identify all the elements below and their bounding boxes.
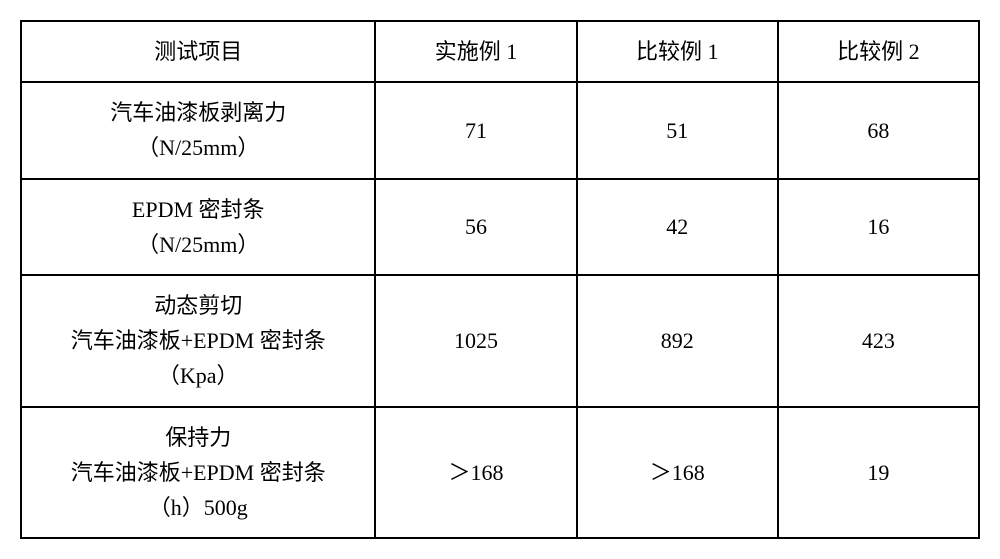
column-header-compare-1: 比较例 1 xyxy=(577,21,778,82)
row-value: 56 xyxy=(375,179,576,275)
table-row: EPDM 密封条 （N/25mm） 56 42 16 xyxy=(21,179,979,275)
row-value: ＞168 xyxy=(577,407,778,539)
table-row: 动态剪切 汽车油漆板+EPDM 密封条 （Kpa） 1025 892 423 xyxy=(21,275,979,407)
row-label: 保持力 汽车油漆板+EPDM 密封条 （h）500g xyxy=(21,407,375,539)
table-container: 测试项目 实施例 1 比较例 1 比较例 2 汽车油漆板剥离力 （N/25mm）… xyxy=(20,20,980,539)
row-value: 16 xyxy=(778,179,979,275)
table-row: 保持力 汽车油漆板+EPDM 密封条 （h）500g ＞168 ＞168 19 xyxy=(21,407,979,539)
row-value: 42 xyxy=(577,179,778,275)
row-label: 汽车油漆板剥离力 （N/25mm） xyxy=(21,82,375,178)
row-value: 19 xyxy=(778,407,979,539)
column-header-example-1: 实施例 1 xyxy=(375,21,576,82)
row-value: 423 xyxy=(778,275,979,407)
column-header-test-item: 测试项目 xyxy=(21,21,375,82)
row-value: ＞168 xyxy=(375,407,576,539)
column-header-compare-2: 比较例 2 xyxy=(778,21,979,82)
row-value: 892 xyxy=(577,275,778,407)
row-value: 1025 xyxy=(375,275,576,407)
table-header-row: 测试项目 实施例 1 比较例 1 比较例 2 xyxy=(21,21,979,82)
data-table: 测试项目 实施例 1 比较例 1 比较例 2 汽车油漆板剥离力 （N/25mm）… xyxy=(20,20,980,539)
row-label: 动态剪切 汽车油漆板+EPDM 密封条 （Kpa） xyxy=(21,275,375,407)
table-row: 汽车油漆板剥离力 （N/25mm） 71 51 68 xyxy=(21,82,979,178)
row-value: 68 xyxy=(778,82,979,178)
row-value: 51 xyxy=(577,82,778,178)
row-value: 71 xyxy=(375,82,576,178)
row-label: EPDM 密封条 （N/25mm） xyxy=(21,179,375,275)
